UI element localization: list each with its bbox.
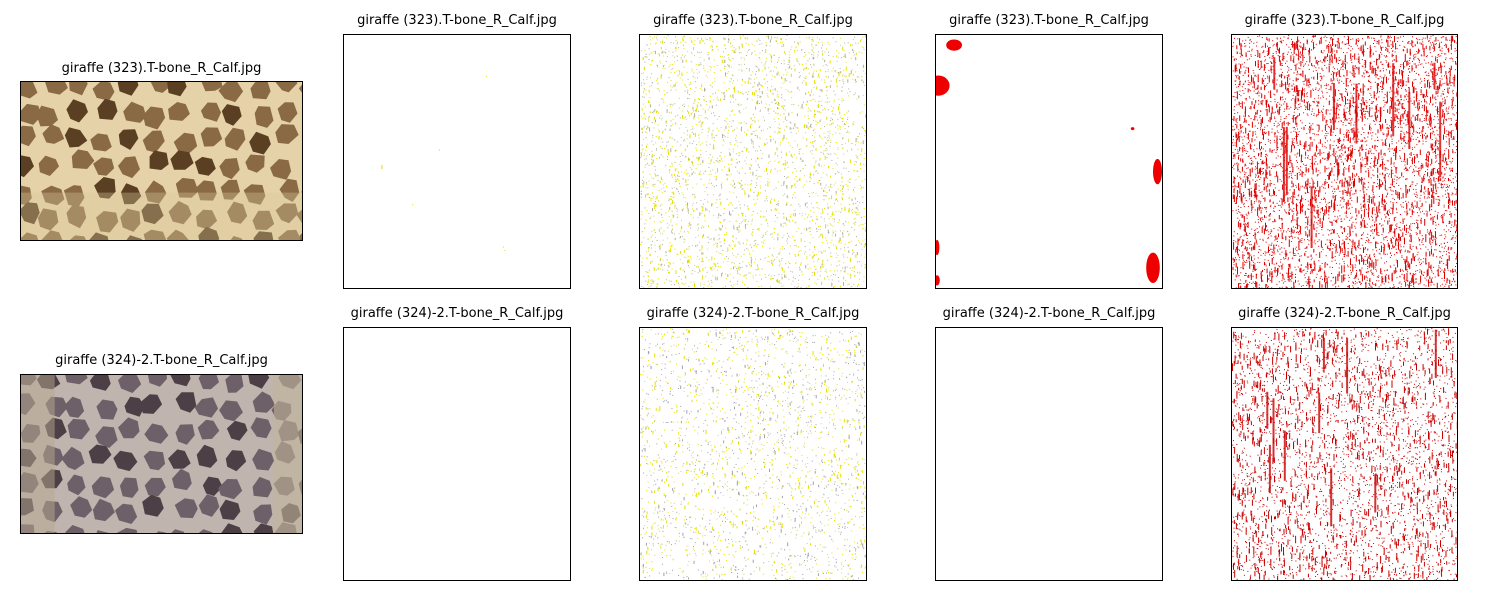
mask-panel-r1c3 bbox=[639, 34, 867, 289]
mask-blobs-image bbox=[936, 39, 1162, 286]
mask-specks-image bbox=[1232, 328, 1457, 580]
mask-specks-image bbox=[640, 328, 866, 580]
panel-title-r1c4: giraffe (323).T-bone_R_Calf.jpg bbox=[949, 13, 1149, 28]
panel-title-r2c3: giraffe (324)-2.T-bone_R_Calf.jpg bbox=[646, 306, 860, 321]
giraffe-photo-image bbox=[21, 82, 302, 240]
mask-specks-image bbox=[381, 75, 506, 251]
mask-specks-image bbox=[640, 35, 866, 288]
mask-panel-r2c5 bbox=[1231, 327, 1458, 581]
mask-specks-image bbox=[1232, 35, 1457, 288]
photo-panel-r1c1 bbox=[20, 81, 303, 241]
photo-panel-r2c1 bbox=[20, 374, 303, 534]
panel-title-r1c2: giraffe (323).T-bone_R_Calf.jpg bbox=[357, 13, 557, 28]
panel-title-r2c2: giraffe (324)-2.T-bone_R_Calf.jpg bbox=[350, 306, 564, 321]
giraffe-photo-image bbox=[21, 375, 302, 533]
mask-panel-r1c4 bbox=[935, 34, 1163, 289]
mask-panel-r2c4 bbox=[935, 327, 1163, 581]
mask-panel-r2c2 bbox=[343, 327, 571, 581]
mask-panel-r1c5 bbox=[1231, 34, 1458, 289]
panel-title-r2c4: giraffe (324)-2.T-bone_R_Calf.jpg bbox=[942, 306, 1156, 321]
mask-panel-r1c2 bbox=[343, 34, 571, 289]
panel-title-r2c5: giraffe (324)-2.T-bone_R_Calf.jpg bbox=[1238, 306, 1451, 321]
panel-title-r1c3: giraffe (323).T-bone_R_Calf.jpg bbox=[653, 13, 853, 28]
panel-title-r1c5: giraffe (323).T-bone_R_Calf.jpg bbox=[1244, 13, 1445, 28]
mask-panel-r2c3 bbox=[639, 327, 867, 581]
panel-title-r2c1: giraffe (324)-2.T-bone_R_Calf.jpg bbox=[55, 353, 268, 368]
panel-title-r1c1: giraffe (323).T-bone_R_Calf.jpg bbox=[61, 61, 262, 76]
